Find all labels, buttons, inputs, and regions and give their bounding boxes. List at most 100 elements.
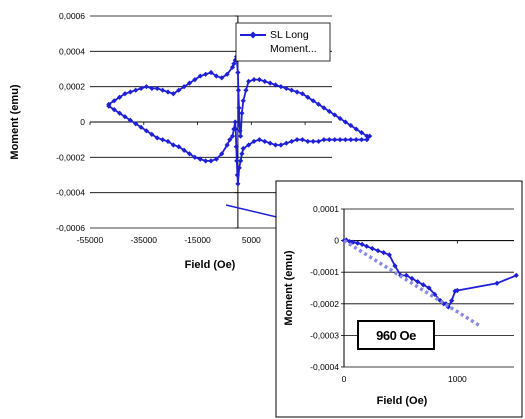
data-point	[181, 147, 187, 153]
data-point	[283, 140, 289, 146]
data-point	[219, 151, 225, 157]
data-point	[256, 137, 262, 143]
main-chart: -0,0006 -0,0004 -0,0002 0 0,0002 0,0004 0,0006…	[9, 11, 373, 271]
data-point	[246, 142, 252, 148]
legend-label-line2: Moment...	[270, 43, 317, 55]
data-point	[342, 119, 349, 125]
data-point	[213, 156, 219, 162]
y-tick-label: 0	[334, 236, 339, 246]
inset-y-tick-labels: -0,0004 -0,0003 -0,0002 -0,0001 0 0,0001	[310, 204, 339, 372]
data-point	[116, 94, 123, 100]
annotation-box	[357, 320, 435, 350]
data-point	[381, 250, 387, 256]
main-legend: SL Long Moment...	[235, 22, 331, 62]
data-point	[235, 181, 241, 187]
data-point	[197, 73, 203, 79]
data-point	[232, 119, 238, 125]
main-y-axis-label: Moment (emu)	[9, 84, 21, 160]
data-point	[449, 298, 455, 304]
data-point	[229, 133, 236, 139]
data-point	[337, 115, 343, 122]
data-point	[337, 137, 343, 143]
data-point	[234, 172, 240, 178]
data-point	[283, 85, 289, 92]
main-x-axis-label: Field (Oe)	[185, 259, 236, 271]
legend-label-line1: SL Long	[270, 29, 309, 41]
main-y-tick-labels: -0,0006 -0,0004 -0,0002 0 0,0002 0,0004 0,0006	[56, 11, 85, 233]
data-point	[350, 239, 356, 245]
data-point	[355, 240, 361, 246]
data-point	[233, 144, 239, 150]
data-point	[138, 85, 144, 92]
inset-y-axis-label: Moment (emu)	[283, 250, 295, 326]
data-point	[359, 241, 365, 247]
annotation-label: 960 Oe	[376, 328, 416, 343]
data-point	[154, 85, 160, 92]
data-point	[409, 275, 415, 282]
data-point	[326, 137, 332, 143]
legend-marker-icon	[249, 31, 257, 39]
data-point	[353, 137, 359, 143]
data-point	[326, 108, 332, 114]
data-point	[203, 158, 209, 164]
data-point	[224, 71, 230, 77]
data-point	[369, 245, 375, 252]
data-point	[160, 137, 166, 143]
data-point	[133, 121, 139, 127]
main-series	[106, 54, 373, 187]
data-point	[138, 124, 144, 130]
data-point	[149, 131, 155, 137]
data-point	[127, 89, 133, 95]
data-point	[122, 114, 128, 120]
data-point	[513, 272, 519, 278]
data-point	[315, 101, 322, 107]
data-point	[240, 98, 246, 104]
trend-line	[343, 239, 481, 328]
y-tick-label: -0,0002	[310, 299, 339, 309]
data-point	[111, 98, 117, 104]
data-point	[239, 110, 245, 116]
data-point	[192, 154, 198, 160]
data-point	[111, 107, 117, 113]
series-line	[343, 239, 517, 309]
data-point	[348, 122, 354, 129]
data-point	[133, 87, 139, 93]
inset-chart: -0,0004 -0,0003 -0,0002 -0,0001 0 0,0001 0 100…	[275, 180, 523, 418]
data-point	[353, 126, 359, 132]
data-point	[154, 135, 160, 141]
data-point	[251, 138, 257, 145]
data-point	[256, 77, 262, 83]
data-point	[106, 103, 112, 109]
data-point	[208, 69, 214, 76]
y-tick-label: -0,0004	[56, 188, 85, 198]
x-tick-label: -35000	[131, 235, 158, 245]
data-point	[294, 89, 300, 95]
data-point	[403, 272, 409, 278]
data-point	[278, 142, 284, 148]
inset-x-axis-label: Field (Oe)	[377, 395, 428, 407]
data-point	[415, 279, 421, 285]
data-point	[321, 137, 327, 143]
y-tick-label: 0	[80, 117, 85, 127]
data-point	[267, 140, 273, 146]
data-point	[262, 78, 268, 84]
data-point	[181, 84, 187, 90]
x-tick-label: -55000	[77, 235, 104, 245]
data-point	[186, 80, 193, 86]
data-point	[149, 85, 155, 92]
data-point	[246, 78, 252, 84]
data-point	[237, 128, 243, 134]
data-point	[235, 69, 241, 76]
data-point	[348, 137, 354, 143]
data-point	[236, 122, 243, 129]
data-point	[170, 142, 176, 148]
data-point	[165, 138, 171, 145]
data-point	[239, 151, 245, 157]
data-point	[176, 144, 182, 150]
data-point	[305, 94, 311, 100]
data-point	[213, 73, 219, 79]
data-point	[272, 82, 279, 88]
data-point	[392, 263, 398, 269]
y-tick-label: 0,0006	[59, 11, 85, 21]
